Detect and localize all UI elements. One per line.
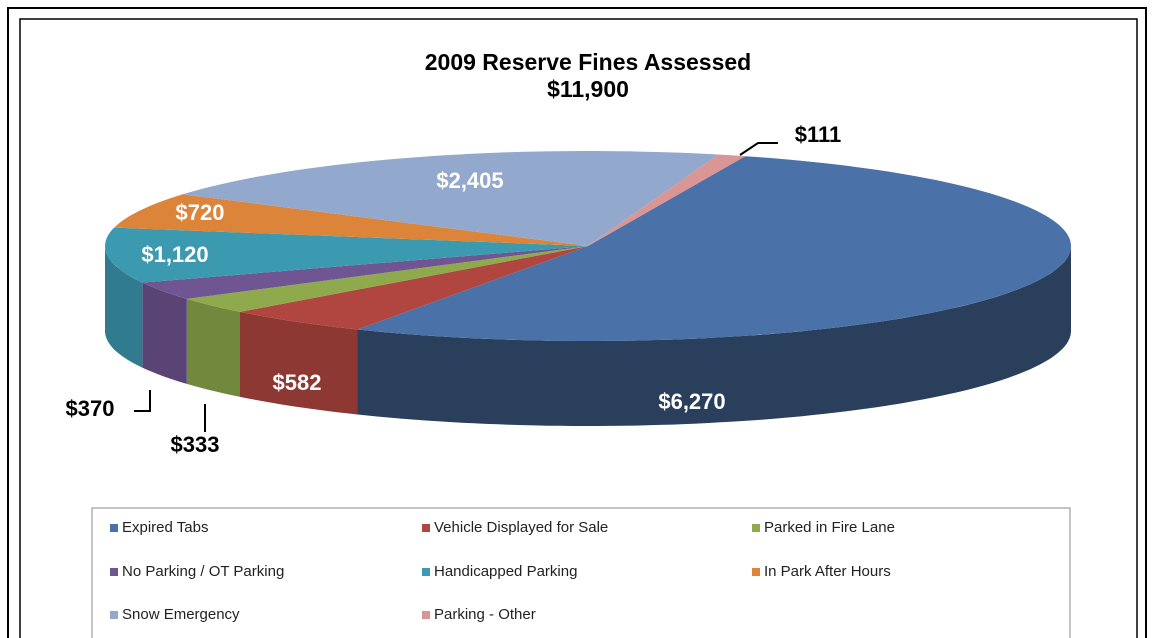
legend-label: Snow Emergency (122, 606, 240, 623)
slice-side (105, 246, 143, 368)
legend-label: Parked in Fire Lane (764, 519, 895, 536)
slice (114, 194, 588, 246)
chart-title: 2009 Reserve Fines Assessed (425, 49, 751, 75)
slice (105, 227, 588, 283)
legend-label: In Park After Hours (764, 563, 891, 580)
slice-side (240, 311, 358, 415)
legend-swatch (422, 524, 430, 532)
legend-swatch (422, 568, 430, 576)
legend-swatch (752, 568, 760, 576)
slice (182, 151, 719, 246)
legend-label: Expired Tabs (122, 519, 208, 536)
legend-box (91, 507, 1071, 638)
labels: $6,270 $582 $333 $370 $1,120 $720 $2,405 $111 (66, 122, 842, 457)
pie (105, 151, 1071, 426)
leader-line (134, 390, 151, 412)
data-label: $6,270 (658, 389, 725, 414)
slice-side (357, 246, 1071, 426)
data-label: $582 (273, 370, 322, 395)
chart-frame (19, 18, 1138, 638)
legend-label: No Parking / OT Parking (122, 563, 284, 580)
data-label: $2,405 (436, 168, 503, 193)
legend-swatch (110, 611, 118, 619)
slice (240, 246, 588, 330)
data-label: $370 (66, 396, 115, 421)
slice-side (186, 298, 240, 397)
data-label: $111 (795, 122, 842, 147)
slice (186, 246, 589, 312)
slice (142, 246, 589, 299)
data-label: $333 (171, 432, 220, 457)
legend-swatch (422, 611, 430, 619)
leader-line (739, 142, 778, 156)
legend-swatch (110, 568, 118, 576)
slice (357, 156, 1071, 341)
chart-subtitle: $11,900 (547, 76, 629, 102)
slice-side (142, 282, 187, 384)
legend-label: Handicapped Parking (434, 563, 577, 580)
legend-label: Vehicle Displayed for Sale (434, 519, 608, 536)
data-label: $720 (176, 200, 225, 225)
legend-swatch (752, 524, 760, 532)
data-label: $1,120 (141, 242, 208, 267)
legend-swatch (110, 524, 118, 532)
legend: Expired Tabs Vehicle Displayed for Sale Pa… (110, 519, 895, 623)
legend-label: Parking - Other (434, 606, 536, 623)
slice (588, 154, 746, 246)
outer-frame (7, 7, 1147, 638)
